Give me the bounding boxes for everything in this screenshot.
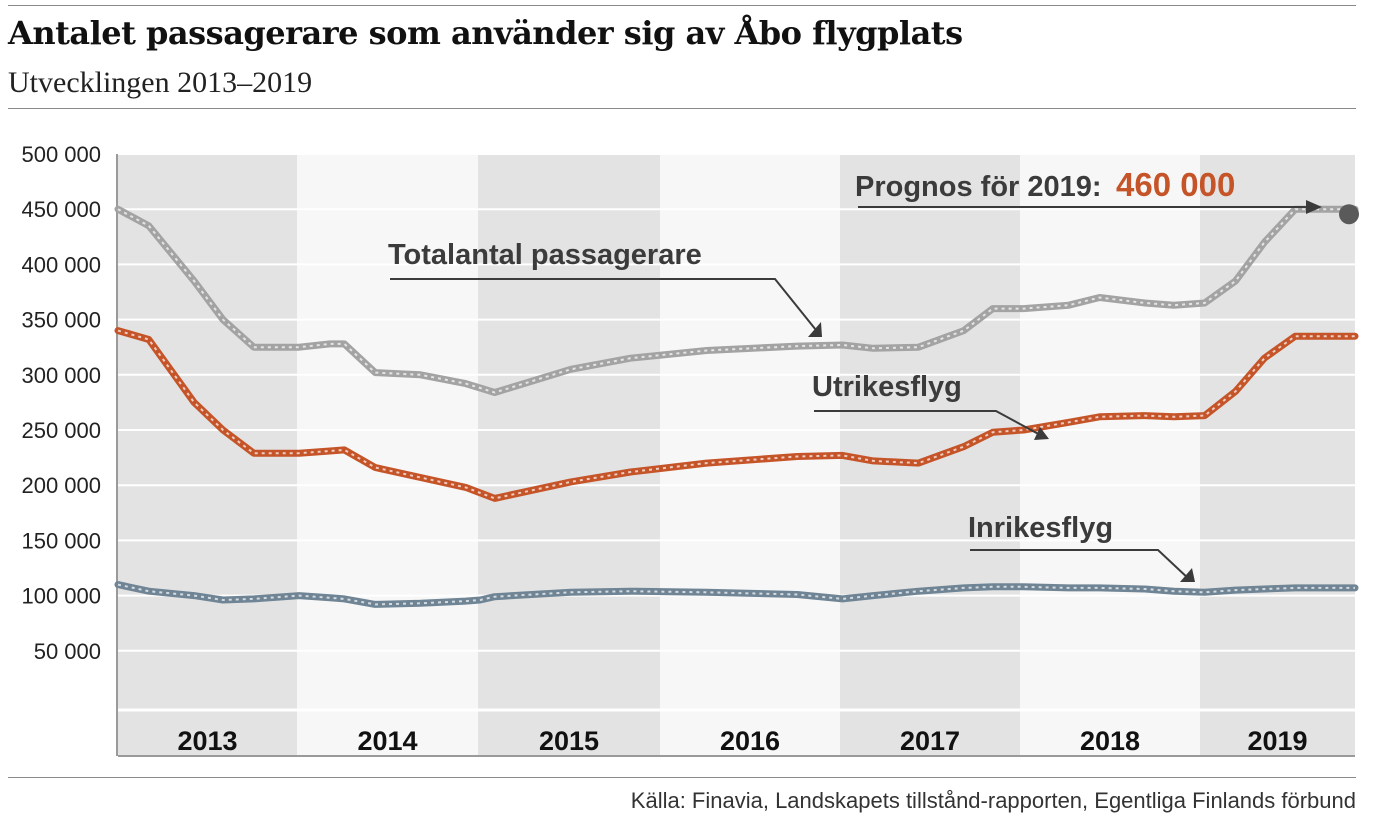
total-series-label: Totalantal passagerare [388, 239, 702, 271]
utrikes-series-line-texture [117, 329, 1355, 500]
inrikes-label-arrow-icon [1180, 568, 1195, 582]
y-tick-label: 500 000 [21, 142, 101, 167]
year-bands [118, 154, 1355, 756]
band-2018 [1020, 154, 1200, 756]
y-tick-label: 350 000 [21, 308, 101, 333]
y-tick-label: 100 000 [21, 584, 101, 609]
inrikes-series-line-texture [117, 583, 1355, 606]
y-tick-label: 200 000 [21, 473, 101, 498]
x-tick-label: 2016 [720, 726, 780, 756]
chart-subtitle: Utvecklingen 2013–2019 [8, 66, 313, 99]
total-label-arrow-icon [808, 322, 822, 337]
y-axis-ticks: 50 000 100 000 150 000 200 000 250 000 300 00… [21, 142, 101, 664]
header-rule [8, 108, 1356, 109]
total-series-line-texture [117, 208, 1355, 394]
utrikes-label-arrow-icon [1034, 427, 1049, 440]
top-rule [8, 5, 1356, 6]
annotations: Totalantal passagerare Utrikesflyg Inrik… [388, 166, 1359, 582]
series-lines [114, 205, 1359, 608]
x-tick-label: 2017 [900, 726, 960, 756]
forecast-value: 460 000 [1116, 166, 1235, 203]
total-label-connector [390, 278, 821, 336]
footer-rule [8, 777, 1356, 778]
y-tick-label: 400 000 [21, 252, 101, 277]
x-tick-label: 2013 [177, 726, 237, 756]
y-tick-label: 150 000 [21, 528, 101, 553]
x-tick-label: 2015 [539, 726, 599, 756]
forecast-prefix: Prognos för 2019: [855, 171, 1102, 203]
x-axis: 2013 2014 2015 2016 2017 2018 2019 [116, 154, 1355, 757]
y-tick-label: 50 000 [34, 639, 101, 664]
y-tick-label: 450 000 [21, 197, 101, 222]
forecast-arrow-icon [1306, 200, 1322, 214]
band-2017 [840, 154, 1020, 756]
chart-title: Antalet passagerare som använder sig av … [8, 14, 963, 52]
y-tick-label: 250 000 [21, 418, 101, 443]
line-chart: 50 000 100 000 150 000 200 000 250 000 300 00… [21, 142, 1359, 757]
band-2014 [297, 154, 478, 756]
utrikes-series-label: Utrikesflyg [812, 371, 962, 403]
forecast-point-marker [1339, 204, 1359, 225]
x-tick-label: 2018 [1080, 726, 1140, 756]
band-2019 [1200, 154, 1355, 756]
source-note: Källa: Finavia, Landskapets tillstånd-ra… [630, 788, 1356, 813]
inrikes-series-label: Inrikesflyg [968, 512, 1113, 544]
band-2015 [478, 154, 660, 756]
x-tick-label: 2014 [357, 726, 417, 756]
x-tick-label: 2019 [1247, 726, 1307, 756]
inrikes-label-connector [970, 549, 1191, 581]
gridlines [118, 153, 1355, 712]
forecast-label: Prognos för 2019: 460 000 [855, 166, 1235, 203]
y-tick-label: 300 000 [21, 363, 101, 388]
utrikes-label-connector [814, 410, 1045, 438]
